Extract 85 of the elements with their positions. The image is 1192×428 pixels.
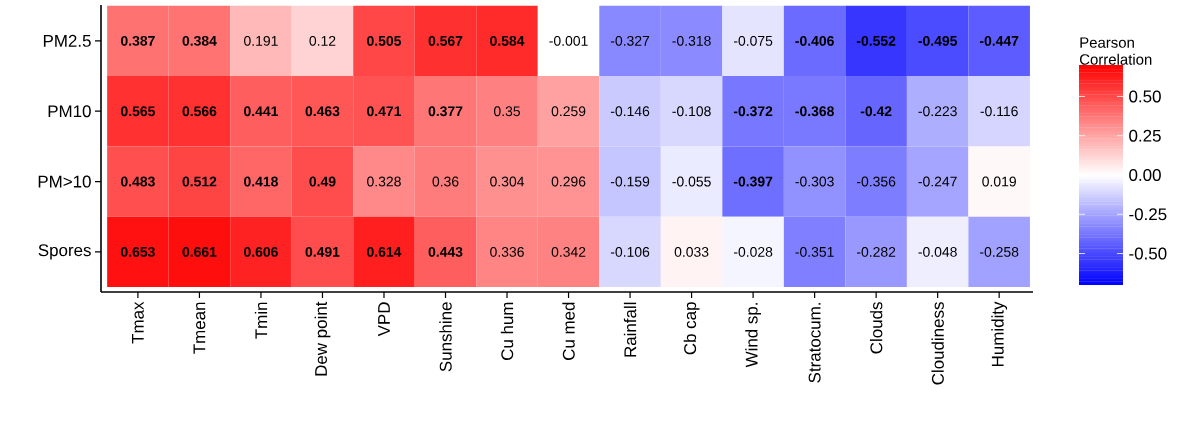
data-label: 0.491	[305, 246, 340, 257]
data-label: -0.372	[733, 106, 773, 117]
data-label: -0.001	[549, 35, 588, 46]
data-label: -0.552	[856, 35, 896, 46]
data-label: 0.512	[182, 176, 217, 187]
data-label: -0.282	[856, 246, 896, 257]
data-label: -0.106	[610, 246, 650, 257]
x-tick-label: Rainfall	[623, 302, 637, 357]
x-tick-label: Tmin	[254, 302, 268, 339]
data-label: -0.223	[918, 106, 957, 117]
x-tick-label: Tmean	[193, 302, 206, 354]
data-label: -0.42	[860, 106, 892, 117]
data-label: 0.567	[428, 35, 463, 46]
data-label: 0.384	[182, 35, 217, 46]
color-bar-label: 0.50	[1129, 90, 1161, 103]
data-label: -0.356	[856, 176, 896, 187]
data-label: 0.483	[121, 176, 155, 187]
data-label: 0.12	[309, 35, 336, 46]
data-label: -0.146	[610, 106, 650, 117]
data-label: 0.259	[551, 106, 586, 117]
data-label: 0.019	[982, 176, 1016, 187]
data-label: -0.318	[672, 35, 711, 46]
data-label: -0.258	[980, 246, 1019, 257]
data-label: -0.247	[918, 176, 957, 187]
color-bar-label: -0.50	[1129, 247, 1167, 260]
x-tick-label: Cb cap	[683, 302, 700, 355]
data-label: 0.443	[428, 246, 463, 257]
y-tick-label: PM10	[48, 105, 91, 118]
data-label: 0.296	[551, 176, 586, 187]
data-label: 0.36	[432, 176, 459, 187]
data-label: -0.028	[733, 246, 773, 257]
data-label: 0.377	[428, 106, 463, 117]
y-tick-label: Spores	[38, 244, 91, 260]
data-label: 0.191	[244, 35, 278, 46]
data-label: 0.336	[490, 246, 524, 257]
data-label: -0.368	[795, 106, 834, 117]
x-tick-label: VPD	[378, 302, 390, 337]
data-label: -0.303	[795, 176, 834, 187]
x-tick-label: Tmax	[132, 301, 144, 344]
data-label: 0.661	[182, 246, 217, 257]
x-tick-label: Wind sp.	[745, 303, 761, 368]
data-label: 0.033	[674, 246, 709, 257]
x-tick-label: Sunshine	[439, 302, 452, 372]
data-label: 0.584	[490, 35, 525, 46]
data-label: -0.159	[610, 176, 650, 187]
data-label: 0.565	[121, 106, 155, 117]
data-label: 0.471	[367, 106, 402, 117]
color-bar-label: 0.00	[1129, 169, 1161, 181]
data-label: 0.418	[244, 176, 278, 187]
x-tick-label: Clouds	[869, 302, 883, 354]
data-label: -0.495	[918, 35, 958, 46]
y-tick-label: PM2.5	[43, 34, 91, 47]
color-bar-label: 0.25	[1129, 129, 1161, 142]
data-label: 0.653	[121, 246, 155, 257]
data-label: -0.055	[672, 176, 711, 187]
data-label: -0.447	[979, 35, 1019, 46]
data-label: 0.606	[244, 246, 278, 257]
data-label: -0.327	[610, 35, 650, 46]
data-label: 0.35	[494, 106, 521, 117]
x-tick-label: Humidity	[991, 301, 1008, 367]
data-label: -0.351	[795, 246, 834, 257]
x-tick-label: Stratocum.	[808, 303, 821, 383]
data-label: -0.397	[733, 176, 773, 187]
data-label: 0.441	[244, 106, 279, 117]
x-tick-label: Cloudiness	[931, 302, 944, 385]
data-label: 0.463	[305, 106, 340, 117]
x-tick-label: Dew point	[314, 301, 331, 376]
data-label: 0.49	[309, 176, 336, 187]
data-label: 0.566	[182, 106, 217, 117]
color-bar-label: -0.25	[1129, 208, 1167, 221]
data-label: 0.304	[490, 176, 525, 187]
data-label: -0.406	[795, 35, 834, 46]
x-tick-label: Cu hum	[500, 302, 514, 360]
color-bar-title: Pearson Correlation	[1079, 37, 1152, 65]
data-label: -0.108	[672, 106, 711, 117]
data-label: 0.387	[121, 35, 155, 46]
data-label: 0.505	[367, 35, 402, 46]
data-label: -0.048	[918, 246, 957, 257]
x-tick-label: Cu med	[562, 302, 575, 360]
data-label: -0.116	[980, 106, 1018, 117]
y-tick-label: PM>10	[38, 175, 91, 188]
data-label: 0.614	[367, 246, 402, 257]
data-label: 0.342	[551, 246, 586, 257]
data-label: 0.328	[367, 176, 401, 187]
data-label: -0.075	[733, 35, 773, 46]
